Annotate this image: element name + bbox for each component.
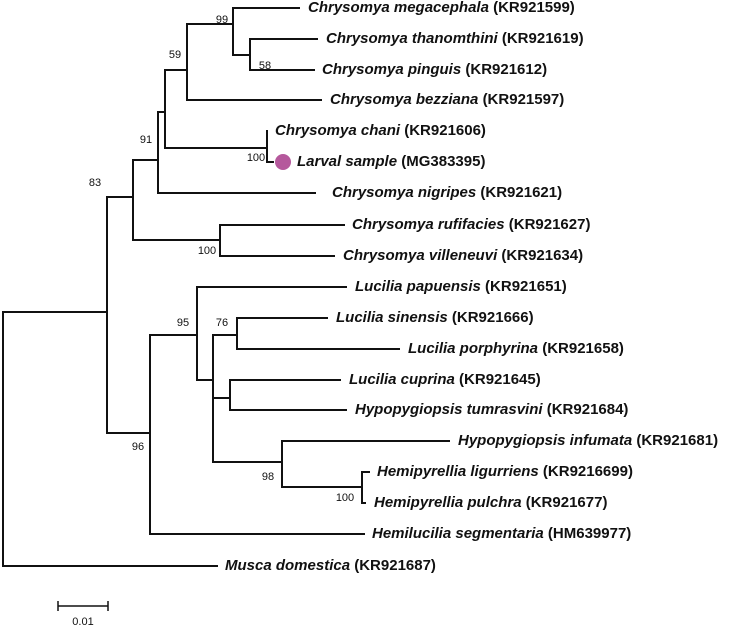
accession: (KR921634) [501, 247, 583, 264]
species: Lucilia cuprina [349, 371, 455, 388]
accession: (KR921612) [465, 61, 547, 78]
leaf-label: Chrysomya chani (KR921606) [275, 122, 486, 139]
accession: (KR921619) [502, 30, 584, 47]
branch [157, 111, 316, 194]
accession: (KR9216699) [543, 463, 633, 480]
bootstrap-value: 100 [198, 245, 216, 257]
sample-marker [275, 154, 291, 170]
leaf-label: Chrysomya nigripes (KR921621) [332, 184, 562, 201]
branch [266, 130, 274, 163]
leaf-label: Lucilia papuensis (KR921651) [355, 278, 567, 295]
accession: (KR921621) [480, 184, 562, 201]
leaf-label: Chrysomya rufifacies (KR921627) [352, 216, 590, 233]
species: Chrysomya pinguis [322, 61, 461, 78]
species: Hemipyrellia pulchra [374, 494, 522, 511]
species: Chrysomya bezziana [330, 91, 478, 108]
accession: (KR921658) [542, 340, 624, 357]
leaf-label: Larval sample (MG383395) [297, 153, 485, 170]
species: Hypopygiopsis infumata [458, 432, 632, 449]
branch [232, 7, 300, 56]
accession: (KR921645) [459, 371, 541, 388]
accession: (KR921681) [636, 432, 718, 449]
branch [281, 440, 450, 488]
accession: (KR921627) [509, 216, 591, 233]
accession: (KR921677) [526, 494, 608, 511]
bootstrap-value: 76 [216, 317, 228, 329]
branch [106, 196, 150, 434]
accession: (KR921666) [452, 309, 534, 326]
branch [236, 317, 400, 350]
branch [149, 334, 365, 535]
bootstrap-value: 99 [216, 14, 228, 26]
bootstrap-value: 58 [259, 60, 271, 72]
leaf-label: Hemipyrellia ligurriens (KR9216699) [377, 463, 633, 480]
species: Chrysomya megacephala [308, 0, 489, 16]
bootstrap-value: 83 [89, 177, 101, 189]
species: Hemipyrellia ligurriens [377, 463, 539, 480]
branch [361, 471, 370, 504]
leaf-label: Hemilucilia segmentaria (HM639977) [372, 525, 631, 542]
species: Chrysomya villeneuvi [343, 247, 498, 264]
species: Chrysomya chani [275, 122, 401, 139]
leaf-label: Hypopygiopsis infumata (KR921681) [458, 432, 718, 449]
species: Chrysomya thanomthini [326, 30, 499, 47]
branch [219, 224, 345, 257]
accession: (MG383395) [401, 153, 485, 170]
species: Larval sample [297, 153, 397, 170]
branch [132, 159, 220, 241]
leaf-label: Chrysomya thanomthini (KR921619) [326, 30, 584, 47]
accession: (HM639977) [548, 525, 631, 542]
leaf-label: Chrysomya pinguis (KR921612) [322, 61, 547, 78]
branch [249, 38, 318, 71]
bootstrap-value: 59 [169, 49, 181, 61]
accession: (KR921684) [547, 401, 629, 418]
accession: (KR921606) [404, 122, 486, 139]
leaf-label: Lucilia porphyrina (KR921658) [408, 340, 624, 357]
species: Chrysomya nigripes [332, 184, 476, 201]
bootstrap-value: 91 [140, 134, 152, 146]
branch [196, 286, 347, 381]
species: Hypopygiopsis tumrasvini [355, 401, 543, 418]
leaf-label: Lucilia sinensis (KR921666) [336, 309, 534, 326]
bootstrap-value: 96 [132, 441, 144, 453]
bootstrap-value: 100 [336, 492, 354, 504]
accession: (KR921599) [493, 0, 575, 16]
bootstrap-value: 95 [177, 317, 189, 329]
leaf-label: Musca domestica (KR921687) [225, 557, 436, 574]
scale-label: 0.01 [72, 616, 93, 628]
branch [186, 23, 322, 101]
leaf-label: Hypopygiopsis tumrasvini (KR921684) [355, 401, 628, 418]
branch [229, 379, 347, 411]
leaf-label: Chrysomya megacephala (KR921599) [308, 0, 575, 16]
species: Lucilia sinensis [336, 309, 448, 326]
leaf-label: Chrysomya bezziana (KR921597) [330, 91, 564, 108]
accession: (KR921687) [354, 557, 436, 574]
accession: (KR921651) [485, 278, 567, 295]
leaf-label: Hemipyrellia pulchra (KR921677) [374, 494, 607, 511]
branch [2, 311, 218, 567]
species: Lucilia papuensis [355, 278, 481, 295]
branch [164, 69, 267, 149]
species: Hemilucilia segmentaria [372, 525, 544, 542]
species: Chrysomya rufifacies [352, 216, 505, 233]
leaf-label: Chrysomya villeneuvi (KR921634) [343, 247, 583, 264]
species: Musca domestica [225, 557, 350, 574]
leaf-label: Lucilia cuprina (KR921645) [349, 371, 541, 388]
branches [2, 7, 450, 567]
bootstrap-value: 100 [247, 152, 265, 164]
species: Lucilia porphyrina [408, 340, 538, 357]
bootstrap-value: 98 [262, 471, 274, 483]
accession: (KR921597) [483, 91, 565, 108]
